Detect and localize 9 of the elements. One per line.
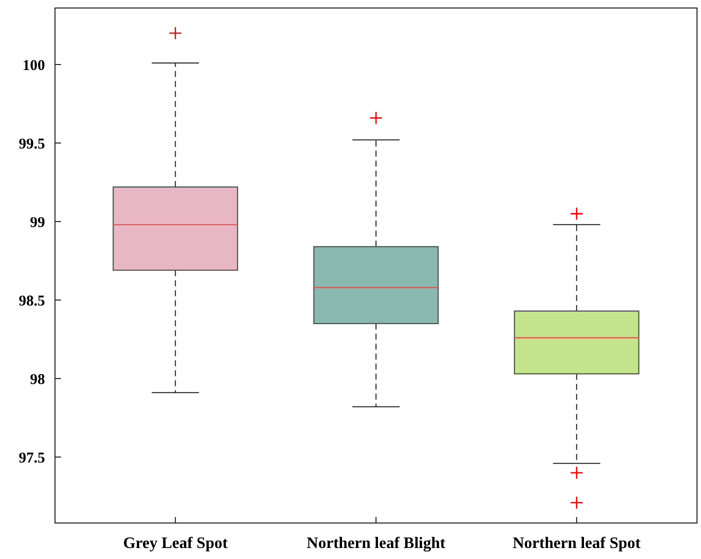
y-tick-label: 100 xyxy=(22,58,45,74)
x-tick-label: Northern leaf Spot xyxy=(512,535,642,552)
y-tick-label: 97.5 xyxy=(18,450,45,466)
y-tick-label: 98.5 xyxy=(18,293,45,310)
y-tick-label: 98 xyxy=(30,372,45,388)
x-tick-label: Northern leaf Blight xyxy=(306,535,446,552)
y-tick-label: 99 xyxy=(30,214,45,231)
y-tick-label: 99.5 xyxy=(18,136,45,152)
x-tick-label: Grey Leaf Spot xyxy=(123,535,228,552)
